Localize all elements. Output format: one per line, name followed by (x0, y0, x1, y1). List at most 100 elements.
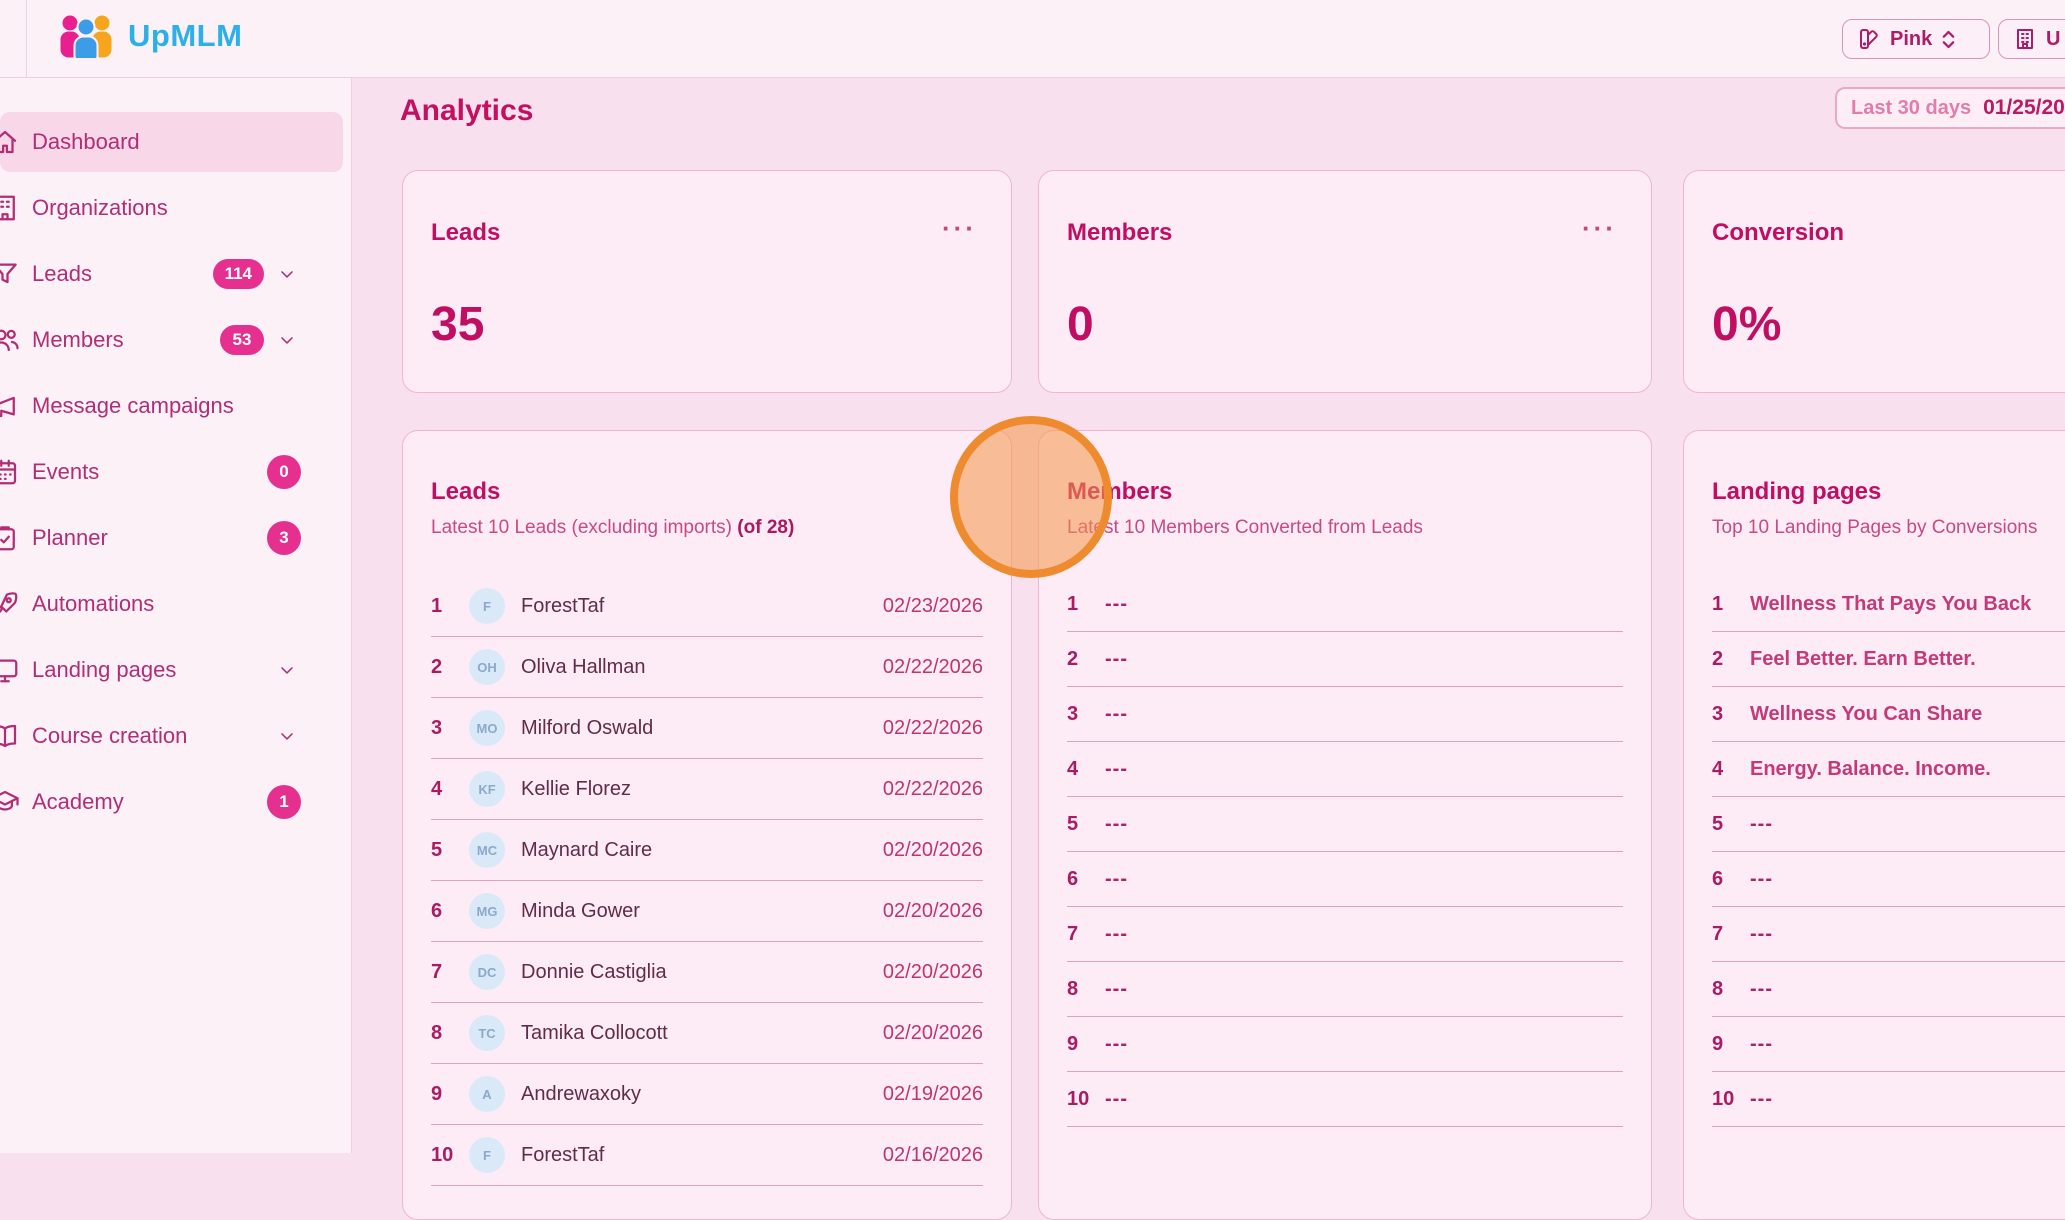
landing-page-row[interactable]: 5--- (1712, 797, 2065, 852)
lead-row[interactable]: 10FForestTaf02/16/2026 (431, 1125, 983, 1186)
rocket-icon (0, 589, 20, 619)
sidebar-item-landing-pages[interactable]: Landing pages (0, 640, 343, 700)
row-rank: 4 (431, 778, 469, 801)
sidebar-item-planner[interactable]: Planner3 (0, 508, 343, 568)
member-row[interactable]: 2--- (1067, 632, 1623, 687)
sidebar-item-automations[interactable]: Automations (0, 574, 343, 634)
lead-row[interactable]: 5MCMaynard Caire02/20/2026 (431, 820, 983, 881)
lead-date: 02/23/2026 (883, 595, 983, 618)
row-value: --- (1750, 813, 1773, 836)
landing-page-row[interactable]: 7--- (1712, 907, 2065, 962)
lead-name: Andrewaxoky (521, 1083, 641, 1106)
member-row[interactable]: 3--- (1067, 687, 1623, 742)
chevron-down-icon[interactable] (277, 726, 297, 746)
lead-date: 02/20/2026 (883, 961, 983, 984)
sidebar-item-label: Members (32, 327, 124, 353)
sidebar-item-academy[interactable]: Academy1 (0, 772, 343, 832)
graduation-cap-icon (0, 787, 20, 817)
clipboard-icon (0, 523, 20, 553)
lead-row[interactable]: 3MOMilford Oswald02/22/2026 (431, 698, 983, 759)
app-logo[interactable]: UpMLM (57, 14, 242, 58)
lead-row[interactable]: 8TCTamika Collocott02/20/2026 (431, 1003, 983, 1064)
lead-row[interactable]: 2OHOliva Hallman02/22/2026 (431, 637, 983, 698)
row-rank: 4 (1712, 758, 1750, 781)
members-count: 0 (1067, 297, 1094, 352)
date-range-picker[interactable]: Last 30 days 01/25/20 (1835, 87, 2065, 129)
member-row[interactable]: 4--- (1067, 742, 1623, 797)
landing-page-row[interactable]: 2Feel Better. Earn Better. (1712, 632, 2065, 687)
theme-name: Pink (1890, 28, 1932, 51)
row-rank: 3 (431, 717, 469, 740)
sidebar-item-events[interactable]: Events 0 (0, 442, 343, 502)
sidebar-item-dashboard[interactable]: Dashboard (0, 112, 343, 172)
lead-name: Milford Oswald (521, 717, 653, 740)
member-row[interactable]: 10--- (1067, 1072, 1623, 1127)
row-rank: 2 (431, 656, 469, 679)
sidebar-item-organizations[interactable]: Organizations (0, 178, 343, 238)
theme-selector-button[interactable]: Pink (1842, 19, 1990, 59)
row-rank: 9 (1067, 1033, 1105, 1056)
lead-name: ForestTaf (521, 1144, 604, 1167)
lead-row[interactable]: 4KFKellie Florez02/22/2026 (431, 759, 983, 820)
landing-page-row[interactable]: 10--- (1712, 1072, 2065, 1127)
avatar: MC (469, 832, 505, 868)
row-value: --- (1750, 868, 1773, 891)
lead-row[interactable]: 6MGMinda Gower02/20/2026 (431, 881, 983, 942)
count-badge: 1 (267, 785, 301, 819)
people-icon (0, 325, 20, 355)
lead-date: 02/20/2026 (883, 900, 983, 923)
landing-page-row[interactable]: 6--- (1712, 852, 2065, 907)
member-row[interactable]: 1--- (1067, 577, 1623, 632)
sidebar-item-label: Events (32, 459, 99, 485)
member-row[interactable]: 6--- (1067, 852, 1623, 907)
row-value: Energy. Balance. Income. (1750, 758, 1991, 781)
chevron-down-icon[interactable] (277, 660, 297, 680)
lead-row[interactable]: 9AAndrewaxoky02/19/2026 (431, 1064, 983, 1125)
chevron-down-icon[interactable] (277, 330, 297, 350)
ellipsis-menu-icon[interactable]: ··· (1582, 213, 1617, 244)
landing-page-row[interactable]: 3Wellness You Can Share (1712, 687, 2065, 742)
member-row[interactable]: 8--- (1067, 962, 1623, 1017)
ellipsis-menu-icon[interactable]: ··· (942, 213, 977, 244)
landing-pages-list-card: Landing pages Top 10 Landing Pages by Co… (1683, 430, 2065, 1220)
sidebar-item-course-creation[interactable]: Course creation (0, 706, 343, 766)
sidebar-item-message-campaigns[interactable]: Message campaigns (0, 376, 343, 436)
book-icon (0, 721, 20, 751)
sidebar-item-label: Dashboard (32, 129, 140, 155)
chevron-down-icon[interactable] (277, 264, 297, 284)
lead-date: 02/22/2026 (883, 717, 983, 740)
landing-page-row[interactable]: 1Wellness That Pays You Back (1712, 577, 2065, 632)
lead-row[interactable]: 7DCDonnie Castiglia02/20/2026 (431, 942, 983, 1003)
avatar: F (469, 1137, 505, 1173)
member-row[interactable]: 5--- (1067, 797, 1623, 852)
list-title: Landing pages (1712, 478, 1881, 506)
avatar: A (469, 1076, 505, 1112)
landing-page-row[interactable]: 8--- (1712, 962, 2065, 1017)
organization-switcher-button[interactable]: U (1998, 19, 2065, 59)
row-value: --- (1105, 978, 1128, 1001)
lead-name: Donnie Castiglia (521, 961, 667, 984)
sidebar-item-label: Course creation (32, 723, 187, 749)
sidebar-item-label: Message campaigns (32, 393, 234, 419)
lead-row[interactable]: 1FForestTaf02/23/2026 (431, 576, 983, 637)
row-value: --- (1750, 978, 1773, 1001)
member-row[interactable]: 9--- (1067, 1017, 1623, 1072)
lead-name: Maynard Caire (521, 839, 652, 862)
row-value: --- (1105, 1088, 1128, 1111)
sidebar-item-members[interactable]: Members53 (0, 310, 343, 370)
landing-page-row[interactable]: 9--- (1712, 1017, 2065, 1072)
member-row[interactable]: 7--- (1067, 907, 1623, 962)
monitor-icon (0, 655, 20, 685)
row-rank: 10 (1067, 1088, 1105, 1111)
landing-page-row[interactable]: 4Energy. Balance. Income. (1712, 742, 2065, 797)
sidebar-item-leads[interactable]: Leads114 (0, 244, 343, 304)
count-badge: 0 (267, 455, 301, 489)
top-header: UpMLM Pink U (0, 0, 2065, 78)
row-rank: 8 (431, 1022, 469, 1045)
palette-icon (1857, 27, 1881, 51)
lead-date: 02/20/2026 (883, 1022, 983, 1045)
leads-stat-card: Leads ··· 35 (402, 170, 1012, 393)
sidebar-item-label: Planner (32, 525, 108, 551)
building-icon (0, 193, 20, 223)
header-divider (26, 0, 27, 78)
